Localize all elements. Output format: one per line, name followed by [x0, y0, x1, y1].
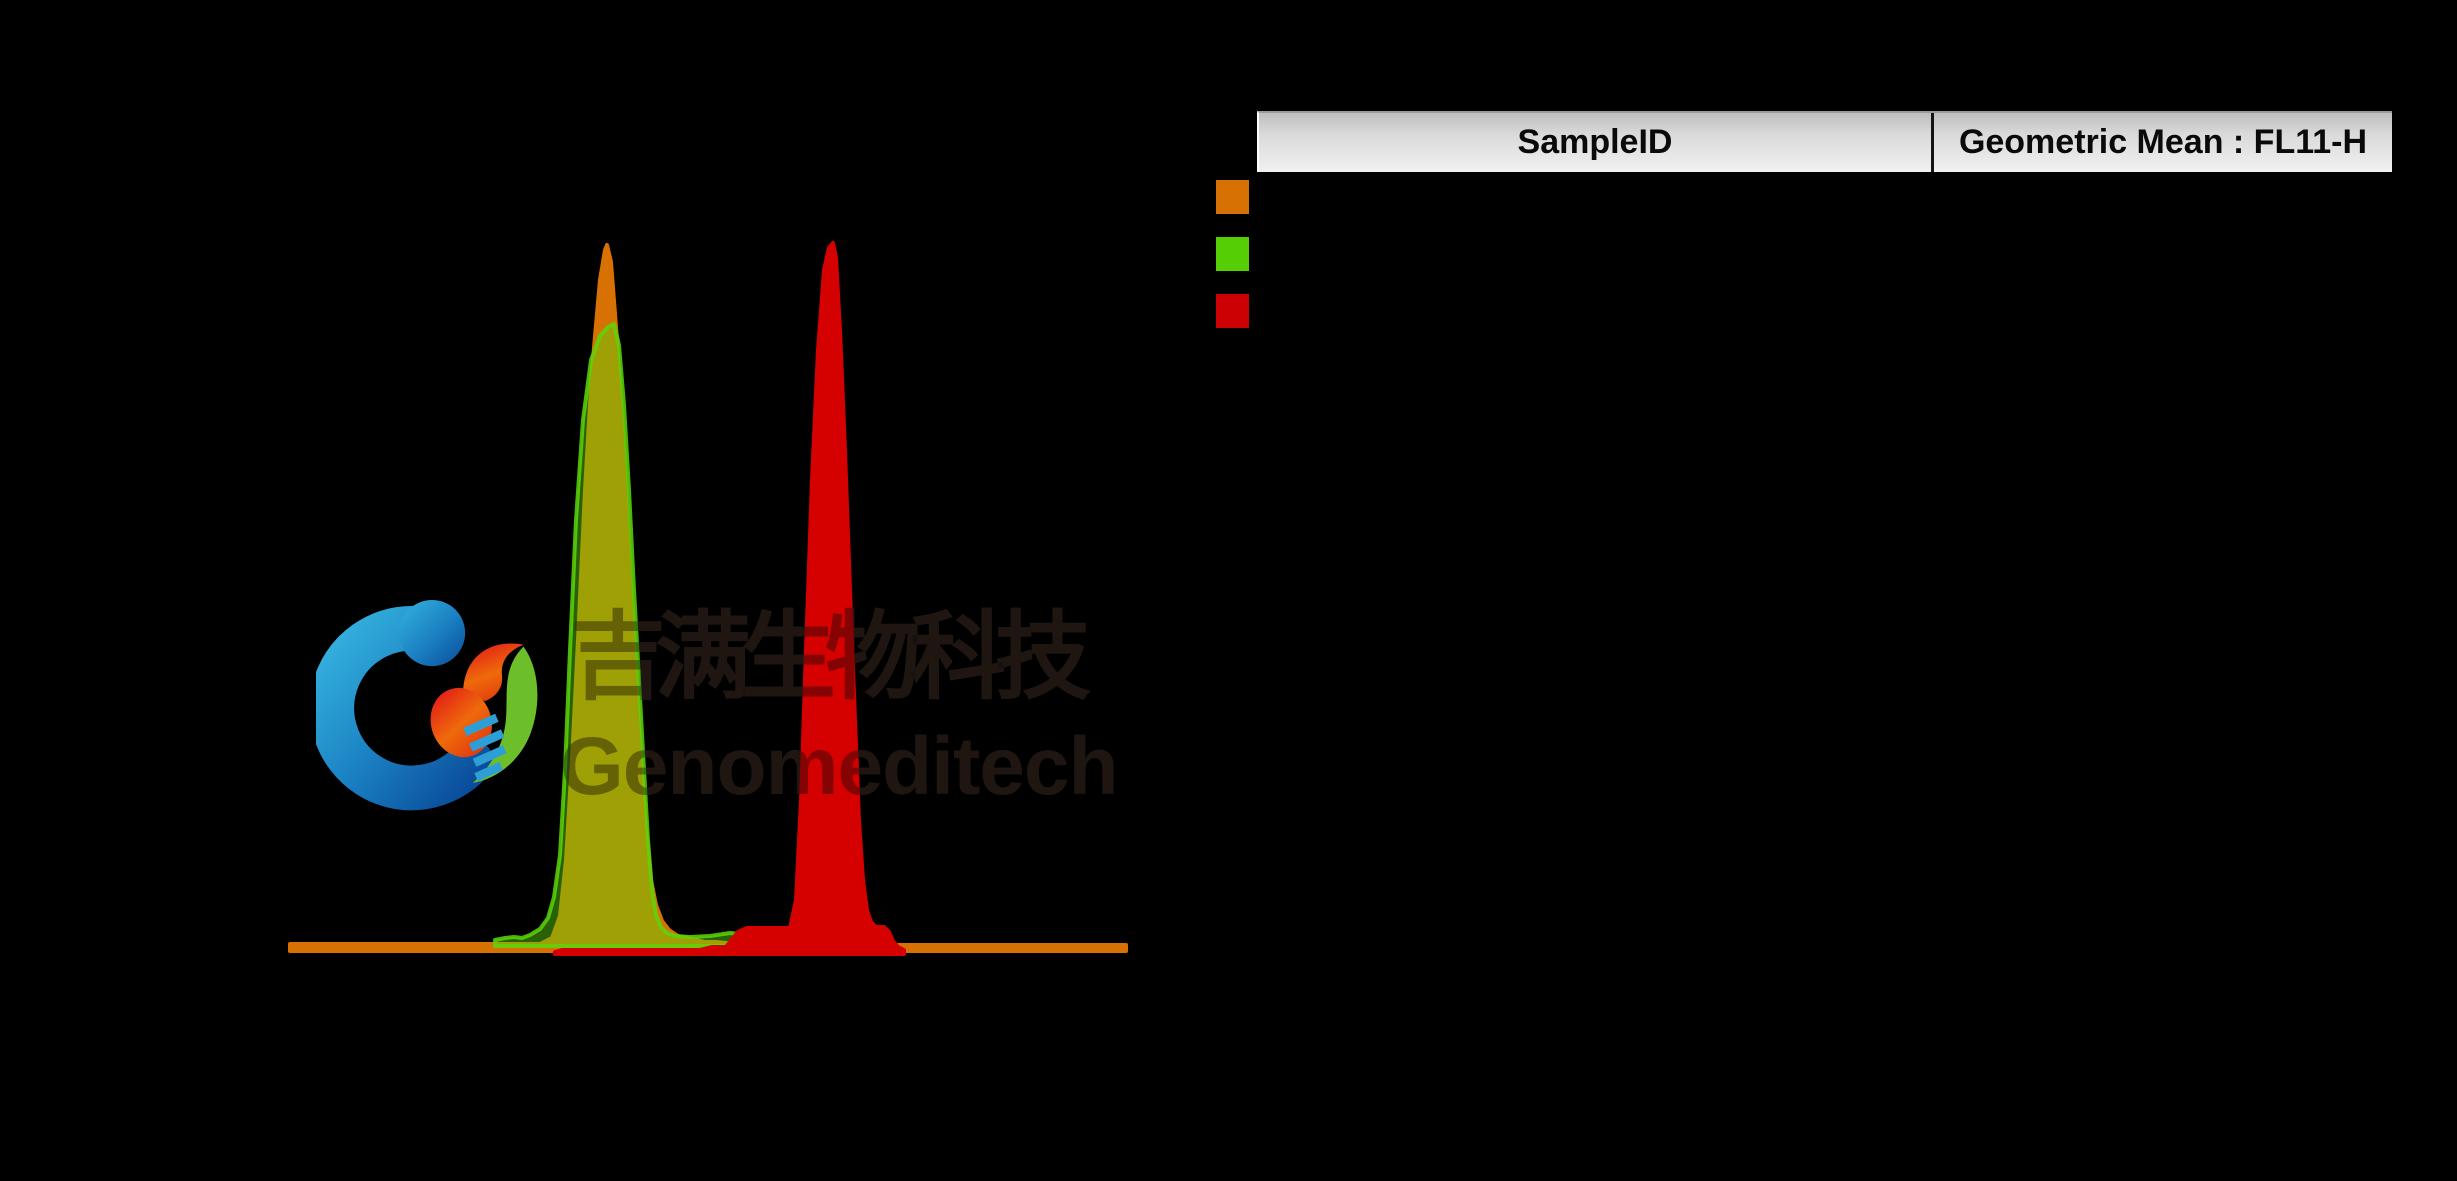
orange-histogram	[288, 243, 1128, 953]
swatch-green	[1216, 237, 1249, 271]
sample-color-legend	[1216, 180, 1249, 351]
logo-red-flame	[430, 643, 524, 758]
red-histogram	[553, 241, 906, 956]
statistics-table: SampleID Geometric Mean : FL11-H	[1257, 111, 2392, 172]
column-header-sampleid: SampleID	[1517, 123, 1673, 161]
table-header-row: SampleID Geometric Mean : FL11-H	[1257, 111, 2392, 172]
swatch-orange	[1216, 180, 1249, 214]
genomeditech-logo	[316, 599, 538, 811]
logo-green-leaf	[472, 646, 538, 783]
column-header-geometric-mean: Geometric Mean : FL11-H	[1931, 113, 2392, 172]
logo-dna-rungs	[463, 713, 507, 782]
logo-blue-crescent	[316, 599, 494, 811]
swatch-red	[1216, 294, 1249, 328]
